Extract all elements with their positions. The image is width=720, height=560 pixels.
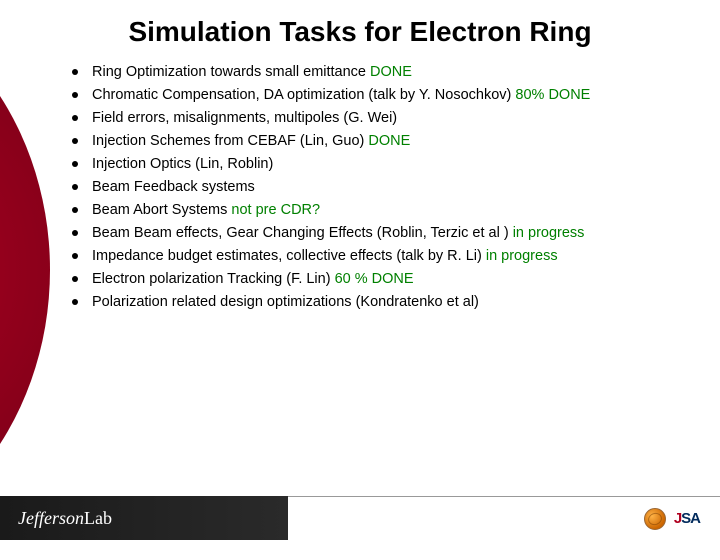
task-text: Beam Feedback systems xyxy=(92,179,255,195)
task-text: Electron polarization Tracking (F. Lin) xyxy=(92,271,331,287)
footer: Jefferson Lab JSA xyxy=(0,496,720,540)
task-status: in progress xyxy=(486,248,558,264)
task-status: not pre CDR? xyxy=(231,202,320,218)
task-status: DONE xyxy=(368,133,410,149)
task-item: Beam Beam effects, Gear Changing Effects… xyxy=(72,223,700,244)
jsa-sa: SA xyxy=(681,510,700,527)
task-text: Injection Schemes from CEBAF (Lin, Guo) xyxy=(92,133,364,149)
task-item: Impedance budget estimates, collective e… xyxy=(72,246,700,267)
task-status: DONE xyxy=(370,64,412,80)
task-item: Injection Optics (Lin, Roblin) xyxy=(72,154,700,175)
task-item: Electron polarization Tracking (F. Lin) … xyxy=(72,269,700,290)
task-text: Chromatic Compensation, DA optimization … xyxy=(92,87,511,103)
task-item: Polarization related design optimization… xyxy=(72,292,700,313)
task-list: Ring Optimization towards small emittanc… xyxy=(72,62,700,313)
task-text: Beam Abort Systems xyxy=(92,202,227,218)
task-item: Field errors, misalignments, multipoles … xyxy=(72,108,700,129)
brand-italic: Jefferson xyxy=(18,508,84,529)
task-item: Chromatic Compensation, DA optimization … xyxy=(72,85,700,106)
task-text: Beam Beam effects, Gear Changing Effects… xyxy=(92,225,509,241)
task-text: Injection Optics (Lin, Roblin) xyxy=(92,156,273,172)
jsa-logo: JSA xyxy=(674,510,700,527)
task-text: Ring Optimization towards small emittanc… xyxy=(92,64,366,80)
task-item: Ring Optimization towards small emittanc… xyxy=(72,62,700,83)
task-status: 60 % DONE xyxy=(335,271,414,287)
content-area: Ring Optimization towards small emittanc… xyxy=(0,62,720,313)
footer-logos: JSA xyxy=(288,496,720,540)
brand-plain: Lab xyxy=(84,508,112,529)
slide-title: Simulation Tasks for Electron Ring xyxy=(0,0,720,62)
task-item: Beam Abort Systems not pre CDR? xyxy=(72,200,700,221)
footer-brand: Jefferson Lab xyxy=(0,496,288,540)
task-status: 80% DONE xyxy=(515,87,590,103)
task-text: Polarization related design optimization… xyxy=(92,294,479,310)
task-item: Beam Feedback systems xyxy=(72,177,700,198)
task-text: Impedance budget estimates, collective e… xyxy=(92,248,482,264)
task-status: in progress xyxy=(513,225,585,241)
task-item: Injection Schemes from CEBAF (Lin, Guo) … xyxy=(72,131,700,152)
doe-logo-icon xyxy=(644,508,666,530)
task-text: Field errors, misalignments, multipoles … xyxy=(92,110,397,126)
